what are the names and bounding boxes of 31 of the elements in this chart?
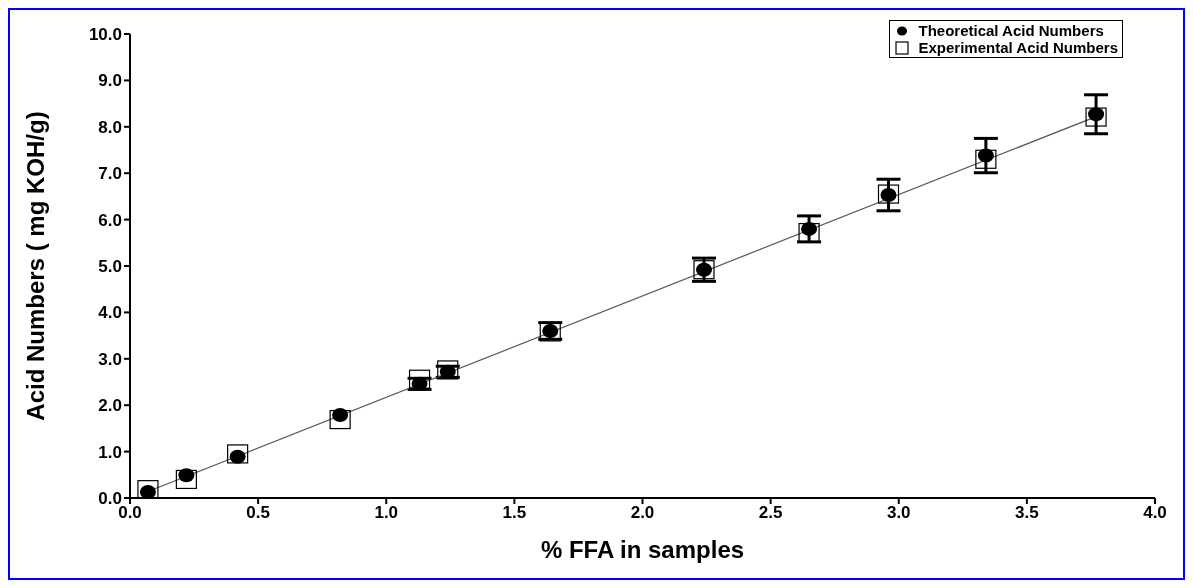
x-tick-label: 0.0 xyxy=(118,503,142,523)
x-tick-label: 2.5 xyxy=(758,503,783,523)
legend-label: Theoretical Acid Numbers xyxy=(918,22,1104,39)
x-tick-label: 1.0 xyxy=(374,503,399,523)
y-tick-label: 5.0 xyxy=(98,257,122,277)
y-tick-label: 1.0 xyxy=(98,442,122,462)
y-tick-label: 10.0 xyxy=(88,25,122,45)
y-tick-label: 3.0 xyxy=(98,349,122,369)
y-tick-label: 8.0 xyxy=(98,117,122,137)
x-axis-title: % FFA in samples xyxy=(540,536,745,563)
y-tick-label: 7.0 xyxy=(98,164,122,184)
point xyxy=(227,444,249,464)
y-tick-label: 2.0 xyxy=(98,396,122,416)
y-tick-label: 9.0 xyxy=(98,71,122,91)
point xyxy=(329,409,351,430)
x-tick-label: 0.5 xyxy=(246,503,270,523)
point xyxy=(1085,107,1107,127)
point xyxy=(139,484,156,498)
x-tick-label: 2.0 xyxy=(630,503,655,523)
point xyxy=(798,222,820,243)
point xyxy=(975,149,997,169)
y-tick-label: 4.0 xyxy=(98,303,122,323)
x-tick-label: 3.5 xyxy=(1015,503,1039,523)
point xyxy=(175,469,197,490)
point xyxy=(137,480,159,498)
x-tick-label: 4.0 xyxy=(1143,503,1167,523)
y-tick-label: 6.0 xyxy=(98,210,122,230)
legend-label: Experimental Acid Numbers xyxy=(918,39,1118,56)
x-tick-label: 3.0 xyxy=(886,503,911,523)
x-tick-label: 1.5 xyxy=(502,503,527,523)
y-axis-title: Acid Numbers ( mg KOH/g) xyxy=(21,111,49,421)
